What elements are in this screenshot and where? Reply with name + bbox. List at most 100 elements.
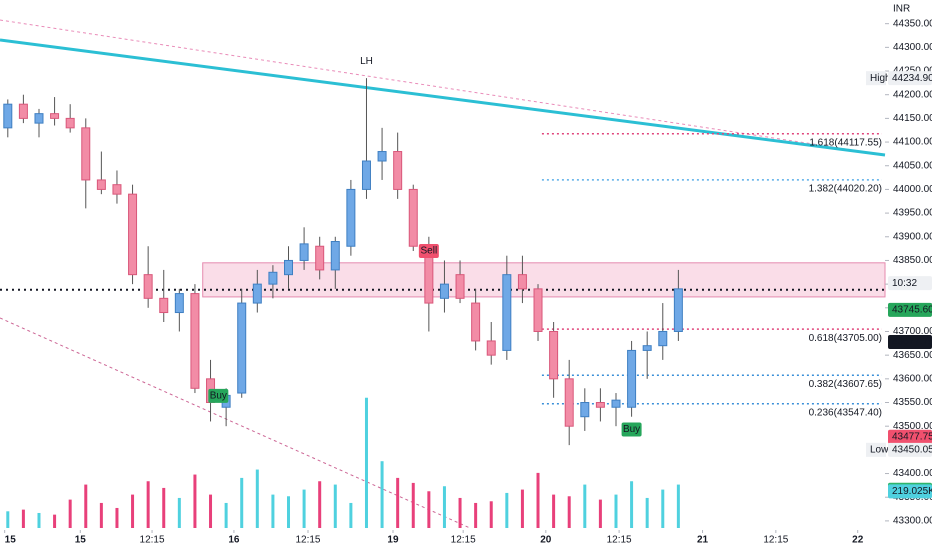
candle-body: [673, 288, 683, 332]
price-tag-label: 43477.75: [892, 431, 932, 442]
candle-body: [580, 402, 590, 418]
volume-bar: [318, 481, 322, 528]
volume-bar: [287, 496, 291, 528]
candle-body: [174, 293, 184, 314]
y-tick-label: 43550.00: [893, 397, 932, 408]
volume-bar: [84, 484, 88, 528]
candle-body: [393, 151, 403, 190]
candle-body: [471, 302, 481, 342]
annotation: LH: [360, 56, 373, 67]
annotation-box: [418, 243, 439, 258]
candle-body: [284, 259, 294, 276]
price-tag: [888, 71, 932, 86]
candle-body: [611, 399, 621, 408]
candle-body: [627, 349, 637, 408]
x-tick-label: 15: [5, 535, 17, 546]
trend-lower: [0, 317, 471, 529]
candle-body: [50, 113, 60, 119]
candle-body: [439, 283, 449, 299]
volume-bar: [380, 461, 384, 528]
candle-body: [346, 188, 356, 247]
y-tick-label: 43600.00: [893, 373, 932, 384]
candle-body: [18, 103, 28, 119]
x-tick-label: 16: [228, 535, 240, 546]
y-tick-label: 43650.00: [893, 350, 932, 361]
volume-bar: [442, 486, 446, 528]
y-tick-label: 43400.00: [893, 468, 932, 479]
x-tick-label: 12:15: [295, 535, 320, 546]
x-tick-label: 19: [387, 535, 399, 546]
candle-body: [549, 330, 559, 380]
y-tick-label: 43700.00: [893, 326, 932, 337]
x-tick-label: 12:15: [763, 535, 788, 546]
price-tag: [888, 429, 932, 444]
candle-body: [658, 330, 668, 347]
y-tick-label: 43850.00: [893, 255, 932, 266]
y-tick-label: 43500.00: [893, 421, 932, 432]
candle-body: [96, 179, 106, 190]
candle-body: [3, 103, 13, 129]
y-tick-label: 43300.00: [893, 516, 932, 527]
volume-bar: [676, 484, 680, 528]
volume-bar: [255, 469, 259, 528]
price-tag-label: 43677.75: [892, 337, 932, 348]
volume-bar: [68, 499, 72, 528]
candle-body: [65, 117, 75, 129]
fib-label: 1.618(44117.55): [809, 137, 882, 148]
x-tick-label: 20: [540, 535, 552, 546]
candle-body: [159, 297, 169, 314]
candle-body: [112, 184, 122, 195]
volume-bar: [177, 497, 181, 528]
volume-bar: [21, 509, 25, 528]
price-tag: [888, 276, 932, 291]
volume-bar: [458, 497, 462, 528]
price-tag: [888, 302, 932, 317]
candle-body: [237, 302, 247, 394]
volume-bar: [552, 494, 556, 528]
volume-bar: [53, 514, 57, 528]
volume-bar: [427, 491, 431, 528]
tag-caption-box: [866, 442, 886, 457]
volume-bar: [661, 489, 665, 528]
candle-body: [564, 378, 574, 427]
currency: INR: [893, 4, 910, 15]
volume-bar: [333, 484, 337, 528]
x-tick-label: 12:15: [451, 535, 476, 546]
volume-bar: [396, 477, 400, 528]
x-tick-label: 15: [75, 535, 87, 546]
candle-body: [81, 127, 91, 181]
y-tick-label: 44050.00: [893, 160, 932, 171]
y-tick-label: 44150.00: [893, 113, 932, 124]
annotation: Buy: [623, 424, 640, 435]
candle-body: [143, 274, 153, 299]
y-tick-label: 44350.00: [893, 18, 932, 29]
volume-bar: [193, 474, 197, 528]
price-tag-label: 44234.90: [892, 73, 932, 84]
candle-body: [252, 283, 262, 304]
annotation: Sell: [421, 246, 438, 257]
price-tag: [888, 484, 932, 499]
x-tick-label: 12:15: [607, 535, 632, 546]
trend-upper: [0, 19, 886, 156]
volume-bar: [630, 481, 634, 528]
candle-body: [408, 188, 418, 247]
tag-caption-box: [866, 71, 886, 86]
volume-bar: [6, 511, 10, 528]
y-tick-label: 44250.00: [893, 66, 932, 77]
volume-bar: [520, 489, 524, 528]
volume-bar: [240, 477, 244, 528]
y-tick-label: 44200.00: [893, 89, 932, 100]
volume-bar: [583, 484, 587, 528]
volume-bar: [115, 507, 119, 528]
volume-bar: [505, 492, 509, 528]
price-tag-label: 219.025K: [892, 486, 932, 497]
candle-body: [299, 243, 309, 261]
candle-body: [455, 274, 465, 299]
tag-caption: High: [870, 73, 891, 84]
volume-bar: [37, 512, 41, 528]
y-tick-label: 43950.00: [893, 208, 932, 219]
price-tag: [888, 442, 932, 457]
volume-bar: [209, 494, 213, 528]
volume-bar: [567, 496, 571, 528]
